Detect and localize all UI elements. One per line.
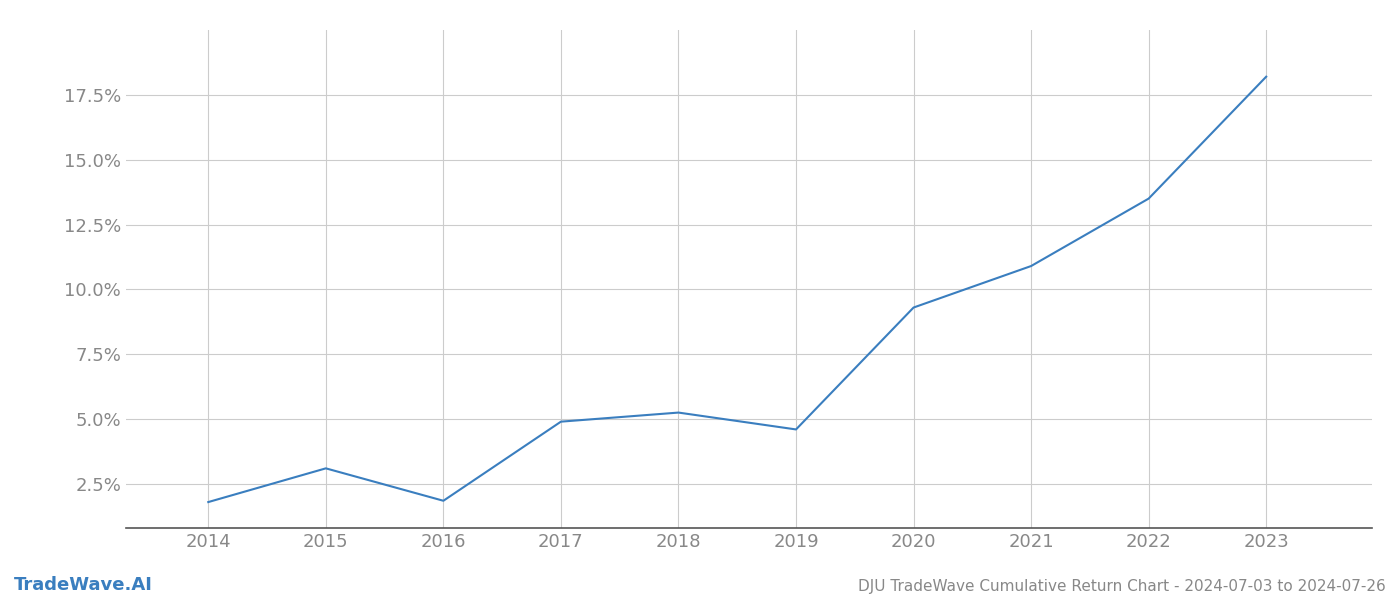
Text: TradeWave.AI: TradeWave.AI	[14, 576, 153, 594]
Text: DJU TradeWave Cumulative Return Chart - 2024-07-03 to 2024-07-26: DJU TradeWave Cumulative Return Chart - …	[858, 579, 1386, 594]
